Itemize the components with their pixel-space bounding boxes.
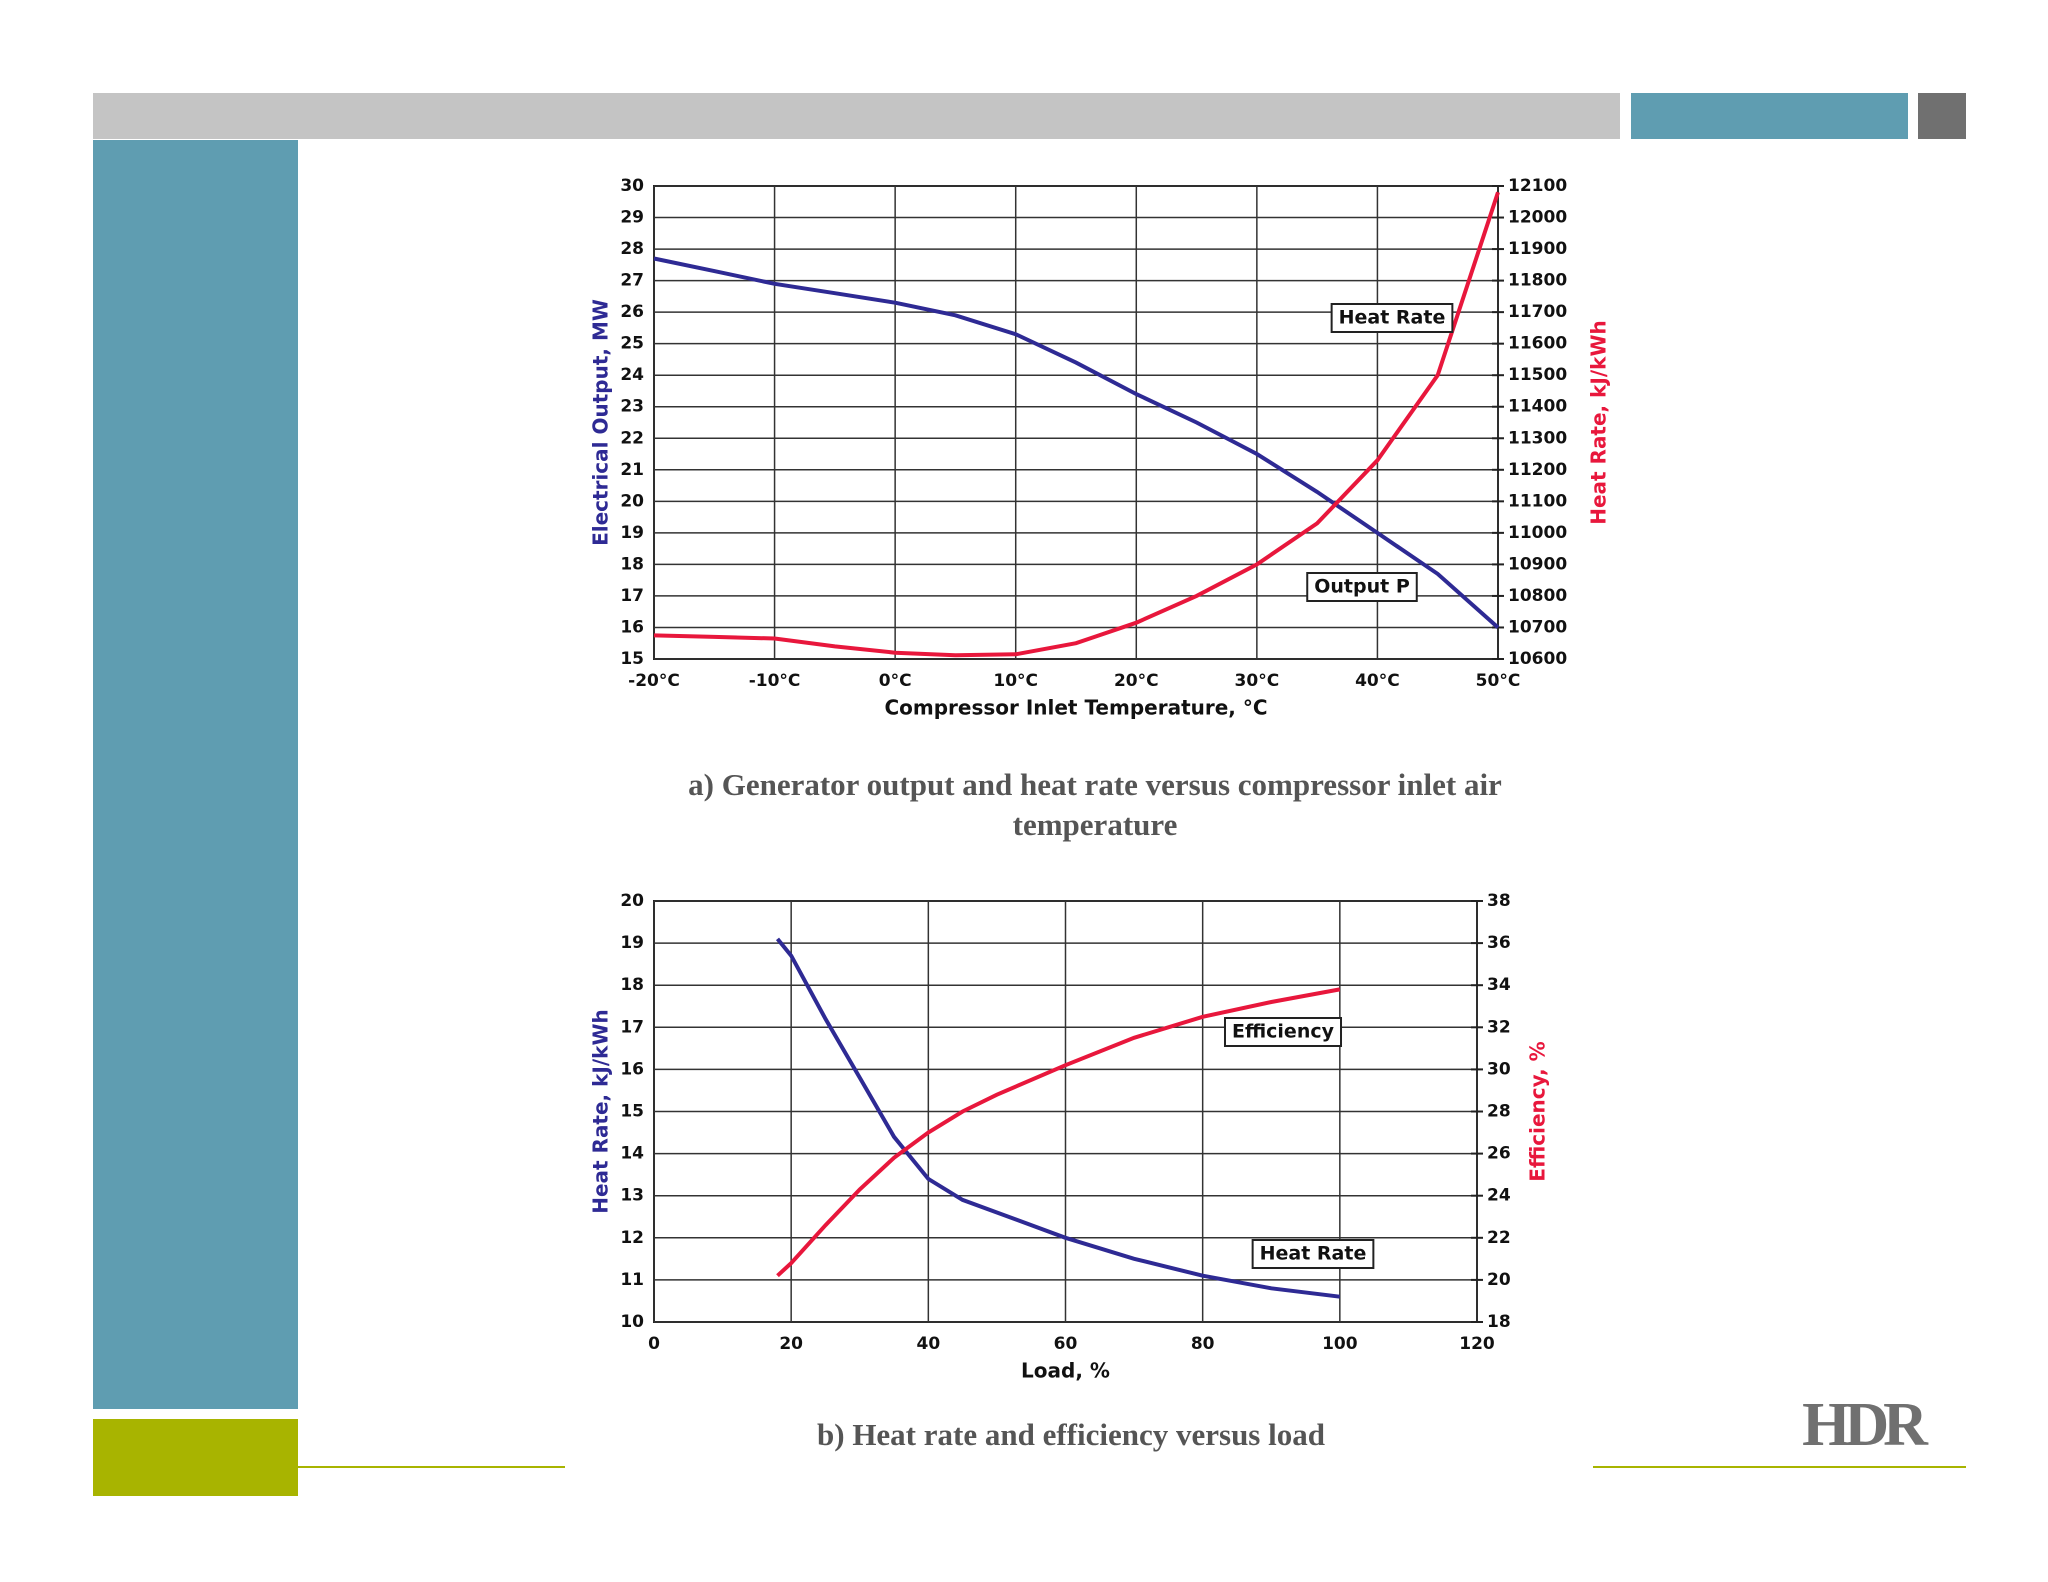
y-tick-label: 17 [620, 586, 644, 606]
x-tick-label: 80 [1191, 1334, 1215, 1354]
y-tick-label: 11 [620, 1270, 644, 1290]
series-label: Output P [1314, 576, 1410, 598]
y2-tick-label: 10800 [1508, 586, 1567, 606]
y-tick-label: 19 [620, 523, 644, 543]
y2-axis-label: Efficiency, % [1526, 1041, 1550, 1181]
x-axis-label: Load, % [1021, 1359, 1110, 1383]
y-tick-label: 22 [620, 428, 644, 448]
x-tick-label: 40°C [1355, 671, 1400, 691]
x-tick-label: 20 [779, 1334, 803, 1354]
y-tick-label: 17 [620, 1017, 644, 1037]
y-tick-label: 15 [620, 649, 644, 669]
y2-axis-label: Heat Rate, kJ/kWh [1587, 320, 1611, 525]
x-tick-label: 10°C [993, 671, 1038, 691]
sidebar [93, 140, 298, 1409]
y2-tick-label: 24 [1487, 1186, 1511, 1206]
y-tick-label: 27 [620, 271, 644, 291]
x-tick-label: 30°C [1235, 671, 1280, 691]
y-tick-label: 20 [620, 891, 644, 911]
series-line [775, 937, 1341, 1299]
y-tick-label: 16 [620, 1059, 644, 1079]
sidebar-foot [93, 1419, 298, 1496]
y-tick-label: 28 [620, 239, 644, 259]
x-tick-label: 50°C [1476, 671, 1521, 691]
caption: a) Generator output and heat rate versus… [688, 767, 1502, 842]
y-axis-label: Electrical Output, MW [589, 299, 613, 546]
x-tick-label: 40 [916, 1334, 940, 1354]
y2-tick-label: 11000 [1508, 523, 1567, 543]
series-line [653, 256, 1500, 629]
y2-tick-label: 10900 [1508, 554, 1567, 574]
y2-tick-label: 12000 [1508, 208, 1567, 228]
y2-tick-label: 11100 [1508, 491, 1567, 511]
x-tick-label: 120 [1459, 1334, 1495, 1354]
series-line [776, 987, 1341, 1278]
series-label: Heat Rate [1260, 1243, 1367, 1265]
caption: b) Heat rate and efficiency versus load [817, 1417, 1325, 1452]
x-tick-label: -20°C [628, 671, 680, 691]
x-tick-label: 60 [1054, 1334, 1078, 1354]
y-tick-label: 30 [620, 176, 644, 196]
y2-tick-label: 28 [1487, 1102, 1511, 1122]
x-tick-label: -10°C [749, 671, 801, 691]
y2-tick-label: 10700 [1508, 617, 1567, 637]
series-label-box [1223, 1017, 1343, 1047]
y-axis-label: Heat Rate, kJ/kWh [589, 1009, 613, 1214]
y2-tick-label: 11500 [1508, 365, 1567, 385]
y-tick-label: 10 [620, 1312, 644, 1332]
y2-tick-label: 11300 [1508, 428, 1567, 448]
y-tick-label: 18 [620, 975, 644, 995]
y2-tick-label: 18 [1487, 1312, 1511, 1332]
y-tick-label: 29 [620, 208, 644, 228]
x-tick-label: 0°C [879, 671, 912, 691]
y2-tick-label: 26 [1487, 1144, 1511, 1164]
y-tick-label: 18 [620, 554, 644, 574]
series-label-box [1251, 1239, 1375, 1269]
header-accent [1631, 93, 1908, 139]
series-label: Efficiency [1232, 1021, 1335, 1043]
y-tick-label: 13 [620, 1186, 644, 1206]
y2-tick-label: 11200 [1508, 460, 1567, 480]
y-tick-label: 24 [620, 365, 644, 385]
y-tick-label: 19 [620, 933, 644, 953]
y2-tick-label: 36 [1487, 933, 1511, 953]
series-line [653, 191, 1500, 658]
y2-tick-label: 22 [1487, 1228, 1511, 1248]
x-tick-label: 20°C [1114, 671, 1159, 691]
y2-tick-label: 11700 [1508, 302, 1567, 322]
x-tick-label: 100 [1322, 1334, 1358, 1354]
y2-tick-label: 30 [1487, 1059, 1511, 1079]
header-bar [93, 93, 1620, 139]
y2-tick-label: 32 [1487, 1017, 1511, 1037]
y-tick-label: 21 [620, 460, 644, 480]
y-tick-label: 26 [620, 302, 644, 322]
x-axis-label: Compressor Inlet Temperature, °C [884, 696, 1267, 720]
logo: HDR [1802, 1391, 1929, 1459]
series-label: Heat Rate [1339, 307, 1446, 329]
y2-tick-label: 11600 [1508, 334, 1567, 354]
y2-tick-label: 20 [1487, 1270, 1511, 1290]
y-tick-label: 23 [620, 397, 644, 417]
y2-tick-label: 11400 [1508, 397, 1567, 417]
y2-tick-label: 12100 [1508, 176, 1567, 196]
x-tick-label: 0 [648, 1334, 660, 1354]
y-tick-label: 12 [620, 1228, 644, 1248]
y2-tick-label: 38 [1487, 891, 1511, 911]
y-tick-label: 16 [620, 617, 644, 637]
y-tick-label: 25 [620, 334, 644, 354]
y-tick-label: 20 [620, 491, 644, 511]
series-label-box [1330, 303, 1454, 333]
y2-tick-label: 11800 [1508, 271, 1567, 291]
y-tick-label: 14 [620, 1144, 644, 1164]
y-tick-label: 15 [620, 1102, 644, 1122]
header-square [1918, 93, 1966, 139]
y2-tick-label: 34 [1487, 975, 1511, 995]
series-label-box [1306, 572, 1418, 602]
y2-tick-label: 11900 [1508, 239, 1567, 259]
y2-tick-label: 10600 [1508, 649, 1567, 669]
